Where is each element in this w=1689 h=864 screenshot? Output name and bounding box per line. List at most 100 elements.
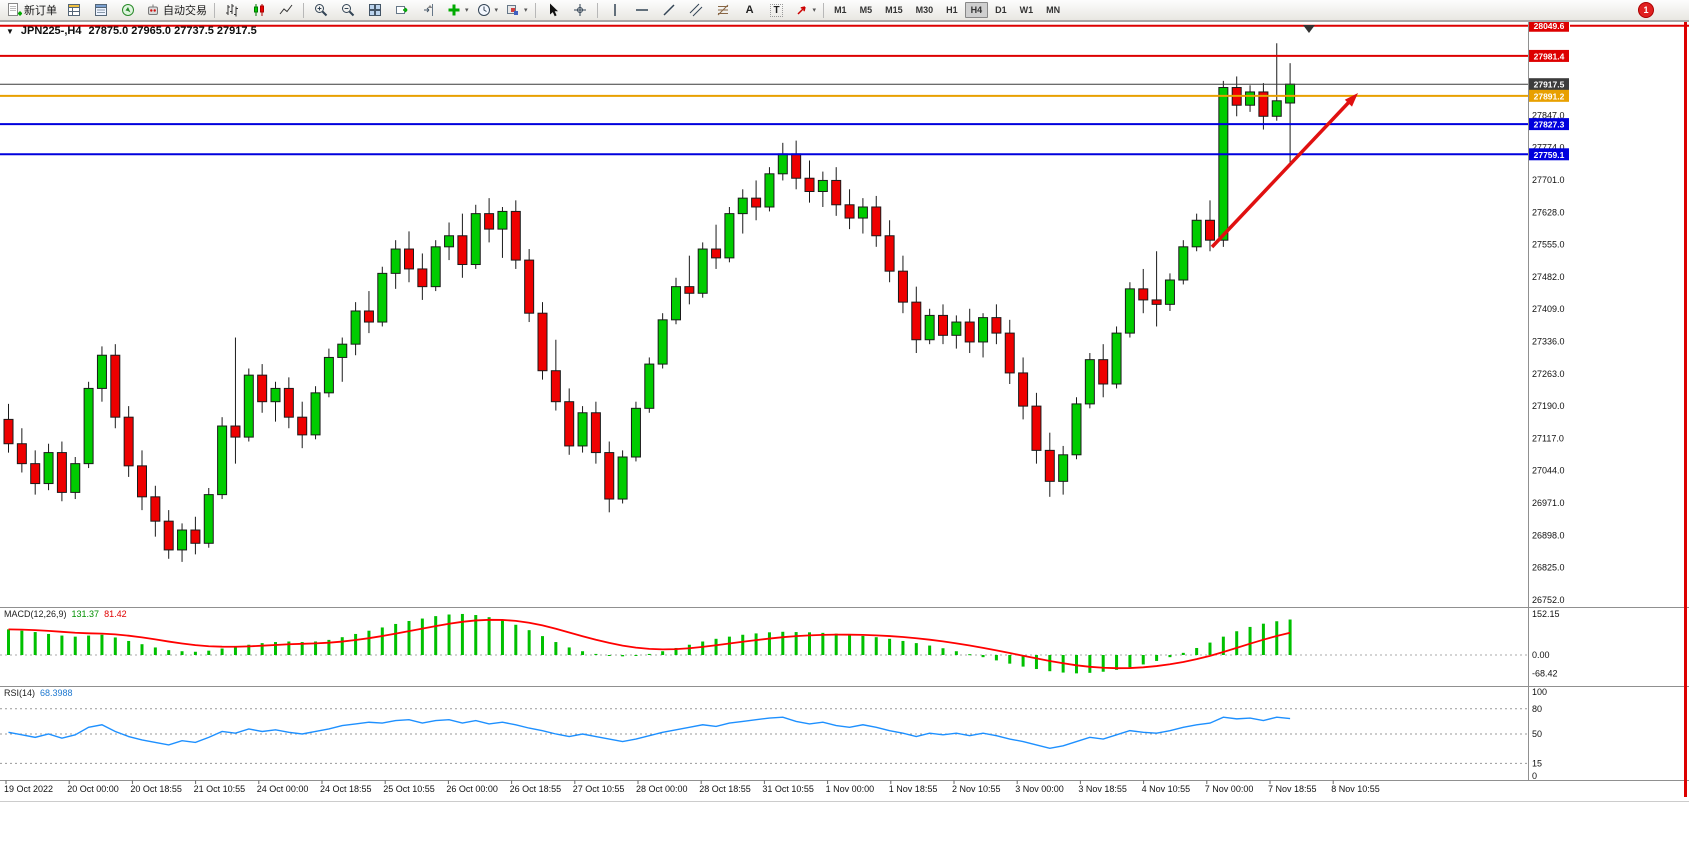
svg-text:-68.42: -68.42	[1532, 668, 1558, 678]
svg-text:3 Nov 00:00: 3 Nov 00:00	[1015, 784, 1064, 794]
tile-windows-button[interactable]	[362, 0, 388, 20]
price-badge	[1529, 49, 1569, 62]
data-window-button[interactable]	[88, 0, 114, 20]
indicators-icon	[446, 2, 462, 18]
text-button[interactable]: A	[737, 0, 763, 20]
crosshair-button[interactable]	[567, 0, 593, 20]
auto-scroll-button[interactable]	[389, 0, 415, 20]
svg-text:27117.0: 27117.0	[1532, 433, 1564, 443]
svg-text:26 Oct 18:55: 26 Oct 18:55	[510, 784, 562, 794]
price-badge	[1529, 19, 1569, 32]
svg-text:27044.0: 27044.0	[1532, 466, 1565, 476]
svg-text:4 Nov 10:55: 4 Nov 10:55	[1142, 784, 1191, 794]
rsi-indicator-label: RSI(14) 68.3988	[4, 688, 73, 698]
timeframe-h1[interactable]: H1	[946, 5, 958, 15]
autotrading-button[interactable]: 自动交易	[142, 0, 210, 20]
dropdown-caret-icon: ▾	[465, 7, 469, 14]
svg-text:27409.0: 27409.0	[1532, 304, 1565, 314]
timeframe-m15[interactable]: M15	[885, 5, 903, 15]
arrow-tool-icon	[794, 2, 810, 18]
svg-text:27 Oct 10:55: 27 Oct 10:55	[573, 784, 625, 794]
cursor-icon	[545, 2, 561, 18]
svg-text:27827.3: 27827.3	[1534, 120, 1565, 130]
trend-arrow-object	[1210, 93, 1358, 249]
svg-text:0.00: 0.00	[1532, 650, 1550, 660]
svg-text:152.15: 152.15	[1532, 609, 1560, 619]
notification-badge[interactable]: 1	[1638, 2, 1654, 18]
svg-text:24 Oct 00:00: 24 Oct 00:00	[257, 784, 309, 794]
svg-text:20 Oct 18:55: 20 Oct 18:55	[130, 784, 182, 794]
macd-panel: 152.15 0.00 -68.42	[0, 609, 1560, 678]
market-watch-button[interactable]	[61, 0, 87, 20]
tile-windows-icon	[367, 2, 383, 18]
clock-icon	[476, 2, 492, 18]
templates-button[interactable]: ▾	[502, 0, 531, 20]
bar-chart-button[interactable]	[219, 0, 245, 20]
fibonacci-button[interactable]	[710, 0, 736, 20]
chart-title: ▼ JPN225-,H4 27875.0 27965.0 27737.5 279…	[6, 25, 257, 37]
svg-text:26 Oct 00:00: 26 Oct 00:00	[446, 784, 498, 794]
zoom-out-icon	[340, 2, 356, 18]
zoom-out-button[interactable]	[335, 0, 361, 20]
zoom-in-icon	[313, 2, 329, 18]
svg-text:50: 50	[1532, 729, 1542, 739]
toolbar-separator	[823, 2, 825, 18]
indicators-button[interactable]: ▾	[443, 0, 472, 20]
svg-text:26752.0: 26752.0	[1532, 595, 1565, 605]
timeframe-h4[interactable]: H4	[964, 2, 989, 18]
vertical-line-button[interactable]	[602, 0, 628, 20]
market-watch-icon	[66, 2, 82, 18]
macd-indicator-label: MACD(12,26,9) 131.37 81.42	[4, 609, 127, 619]
text-label-button[interactable]: T	[764, 0, 790, 20]
chart-shift-marker[interactable]	[1303, 25, 1315, 33]
svg-text:0: 0	[1532, 771, 1537, 781]
cursor-button[interactable]	[540, 0, 566, 20]
timeframe-mn[interactable]: MN	[1046, 5, 1061, 15]
svg-text:27190.0: 27190.0	[1532, 401, 1565, 411]
candlestick-chart-button[interactable]	[246, 0, 272, 20]
auto-scroll-icon	[394, 2, 410, 18]
templates-icon	[505, 2, 521, 18]
svg-text:27482.0: 27482.0	[1532, 272, 1565, 282]
macd-main-value: 131.37	[71, 609, 100, 619]
svg-text:27891.2: 27891.2	[1534, 91, 1565, 101]
svg-text:27701.0: 27701.0	[1532, 175, 1565, 185]
navigator-icon	[120, 2, 136, 18]
line-chart-button[interactable]	[273, 0, 299, 20]
panel-separators	[0, 21, 1689, 802]
periods-button[interactable]: ▾	[473, 0, 502, 20]
new-order-button[interactable]: 新订单	[3, 0, 60, 20]
horizontal-line-button[interactable]	[629, 0, 655, 20]
equidistant-channel-button[interactable]	[683, 0, 709, 20]
dropdown-caret-icon: ▾	[524, 7, 528, 14]
chart-ohlc-values: 27875.0 27965.0 27737.5 27917.5	[88, 25, 257, 37]
dropdown-caret-icon: ▾	[494, 7, 499, 14]
line-chart-icon	[278, 2, 294, 18]
timeframe-w1[interactable]: W1	[1019, 5, 1034, 15]
price-axis: 27847.0 27774.0 27701.0 27628.0 27555.0 27482…	[1532, 110, 1565, 605]
timeframe-d1[interactable]: D1	[995, 5, 1007, 15]
vertical-line-icon	[607, 2, 623, 18]
crosshair-icon	[572, 2, 588, 18]
timeframe-m1[interactable]: M1	[834, 5, 847, 15]
toolbar-separator	[534, 2, 536, 18]
svg-text:25 Oct 10:55: 25 Oct 10:55	[383, 784, 435, 794]
autotrading-label: 自动交易	[163, 5, 207, 17]
svg-text:31 Oct 10:55: 31 Oct 10:55	[762, 784, 814, 794]
data-window-icon	[93, 2, 109, 18]
navigator-button[interactable]	[115, 0, 141, 20]
text-tool-glyph: A	[745, 4, 754, 16]
one-click-trading-toggle[interactable]: ▼	[6, 26, 14, 36]
autotrading-icon	[145, 2, 161, 18]
trendline-button[interactable]	[656, 0, 682, 20]
chart-shift-button[interactable]	[416, 0, 442, 20]
svg-text:26898.0: 26898.0	[1532, 530, 1565, 540]
timeframe-m30[interactable]: M30	[915, 5, 934, 15]
label-tool-glyph: T	[770, 3, 783, 17]
timeframe-m5[interactable]: M5	[859, 5, 873, 15]
zoom-in-button[interactable]	[308, 0, 334, 20]
arrows-button[interactable]: ▾	[791, 0, 820, 20]
macd-name: MACD(12,26,9)	[4, 609, 67, 619]
new-order-icon	[6, 2, 22, 18]
